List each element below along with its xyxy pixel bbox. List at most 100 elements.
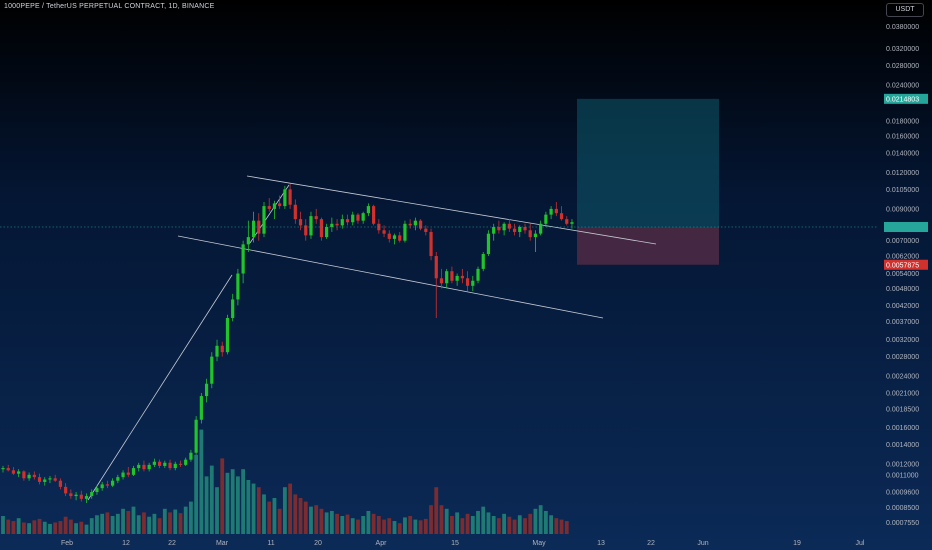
candle[interactable] [6,464,10,472]
candle[interactable] [142,460,146,472]
candle[interactable] [544,211,548,227]
trendlines[interactable] [87,175,657,501]
candle[interactable] [64,483,68,497]
candle[interactable] [455,273,459,286]
candle[interactable] [392,233,397,245]
candle[interactable] [194,416,198,455]
candle[interactable] [429,228,433,261]
candle[interactable] [361,211,365,224]
candle[interactable] [27,472,31,481]
candle[interactable] [340,214,344,229]
currency-selector[interactable]: USDT [886,3,924,17]
candle[interactable] [257,213,261,241]
candle[interactable] [398,231,402,243]
candle[interactable] [518,225,522,238]
candle[interactable] [236,268,240,306]
candle[interactable] [356,213,360,224]
candle[interactable] [121,470,125,480]
candle[interactable] [502,222,506,236]
candle[interactable] [366,203,370,217]
candle[interactable] [69,489,73,499]
candle[interactable] [330,217,334,232]
candle[interactable] [450,266,454,284]
candle[interactable] [486,230,491,257]
candle[interactable] [58,478,63,490]
candle[interactable] [309,211,313,239]
candle[interactable] [325,223,329,239]
candle[interactable] [278,195,282,209]
candle[interactable] [210,352,214,389]
candle[interactable] [445,268,449,289]
long-position-tool[interactable] [577,98,719,265]
candle[interactable] [304,219,308,241]
candle[interactable] [158,459,162,469]
candle[interactable] [225,314,230,355]
time-scale[interactable]: Feb 12 22 Mar 11 20 Apr 15 May 13 22 Jun 19 Jul [61,540,865,547]
candle[interactable] [95,485,99,495]
candle[interactable] [168,459,172,471]
candle[interactable] [262,202,266,238]
candle[interactable] [11,467,16,475]
candle[interactable] [549,206,553,220]
candle[interactable] [199,393,203,424]
candle[interactable] [246,220,250,253]
candle[interactable] [319,217,324,241]
candle[interactable] [32,471,36,480]
loss-zone[interactable] [577,226,719,265]
candle[interactable] [419,219,423,231]
candle[interactable] [554,202,558,217]
candle[interactable] [111,478,115,487]
candle[interactable] [372,204,376,226]
candle[interactable] [345,214,350,226]
candle[interactable] [565,216,569,226]
candle[interactable] [137,462,141,472]
candle[interactable] [460,268,464,284]
candle[interactable] [152,458,156,468]
candle[interactable] [131,465,136,476]
candle[interactable] [215,339,219,362]
candle[interactable] [533,230,538,253]
candle[interactable] [241,240,245,284]
price-scale[interactable]: 0.0380000 0.0320000 0.0280000 0.0240000 0.01… [886,24,919,527]
candle[interactable] [288,183,292,209]
candle[interactable] [37,473,42,485]
candle[interactable] [251,211,256,243]
profit-zone[interactable] [577,98,719,227]
candle[interactable] [335,219,339,231]
candle[interactable] [497,220,501,234]
candle[interactable] [471,275,475,292]
candle[interactable] [523,223,527,234]
candle[interactable] [481,252,485,272]
candle[interactable] [163,460,167,469]
candle[interactable] [173,461,177,471]
channel-upper-line[interactable] [246,175,657,245]
candle[interactable] [147,462,151,472]
candle[interactable] [492,223,496,241]
candle[interactable] [204,378,209,403]
candle[interactable] [507,219,511,232]
candle[interactable] [17,469,21,478]
candle[interactable] [293,199,297,224]
candle[interactable] [298,211,303,231]
candle[interactable] [43,477,47,486]
candle[interactable] [539,220,543,236]
impulse-trendline-2[interactable] [249,184,290,244]
candle[interactable] [559,206,564,221]
channel-lower-line[interactable] [177,235,604,319]
candle[interactable] [90,489,94,499]
candle[interactable] [178,460,183,468]
candle[interactable] [189,449,193,462]
impulse-trendline[interactable] [87,274,233,501]
candle[interactable] [465,271,470,292]
candle[interactable] [53,474,57,482]
candle[interactable] [512,223,517,236]
candle[interactable] [351,211,355,226]
candle[interactable] [231,293,235,322]
candle[interactable] [220,341,224,357]
candle[interactable] [48,475,52,484]
candle[interactable] [1,465,5,473]
candle[interactable] [283,185,287,209]
candle[interactable] [439,268,444,289]
candle[interactable] [100,481,104,491]
